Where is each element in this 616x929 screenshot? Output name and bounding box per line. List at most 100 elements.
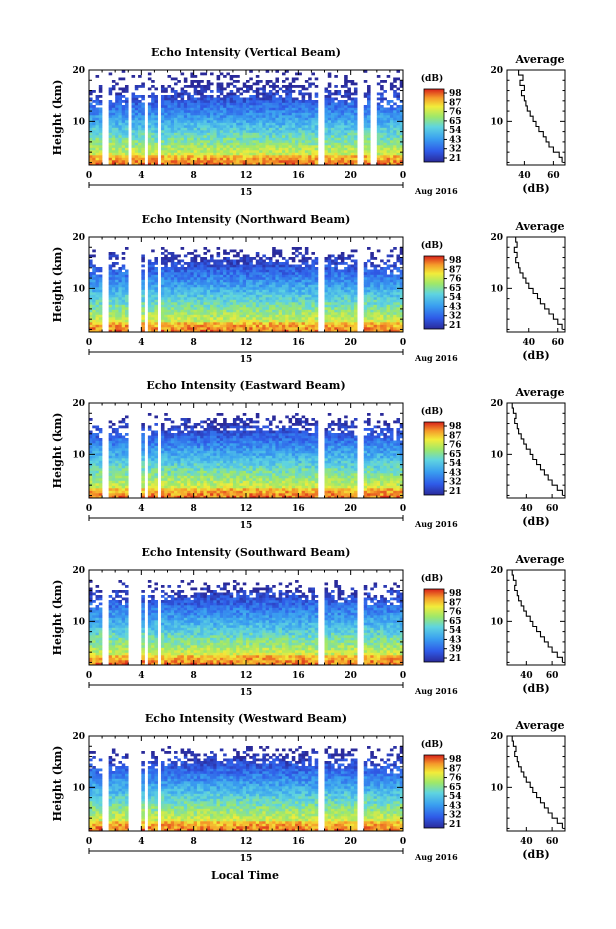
x-tick-label: 12 <box>240 504 253 514</box>
x-tick-label: 0 <box>400 671 406 681</box>
profile-x-tick-label: 40 <box>522 338 535 348</box>
colorbar-tick-label: 65 <box>449 117 462 127</box>
x-tick-label: 12 <box>240 671 253 681</box>
colorbar-tick-label: 54 <box>449 626 462 636</box>
x-tick-label: 16 <box>292 837 305 847</box>
profile-line <box>511 402 563 496</box>
colorbar-tick-label: 21 <box>449 154 462 164</box>
x-tick-label: 0 <box>86 837 92 847</box>
profile-y-tick-label: 20 <box>490 732 503 742</box>
panel-title: Echo Intensity (Northward Beam) <box>142 213 351 226</box>
profile-line <box>511 569 563 663</box>
profile-frame <box>506 402 566 499</box>
colorbar <box>423 754 445 829</box>
colorbar-tick-label: 43 <box>449 635 462 645</box>
date-label: Aug 2016 <box>414 852 458 862</box>
profile-y-tick-label: 10 <box>490 783 503 793</box>
profile-y-tick-label: 10 <box>490 117 503 127</box>
y-tick-label: 20 <box>72 566 85 576</box>
profile-y-tick-label: 10 <box>490 617 503 627</box>
average-profile: Average 20 10 40 60(dB) <box>490 386 566 528</box>
colorbar-tick-label: 43 <box>449 468 462 478</box>
x-tick-label: 4 <box>138 504 144 514</box>
colorbar-tick-label: 32 <box>449 811 462 821</box>
x-tick-label: 20 <box>344 504 357 514</box>
average-profile: Average 20 10 40 60(dB) <box>490 553 566 695</box>
x-tick-label: 0 <box>86 671 92 681</box>
profile-line <box>518 69 563 163</box>
colorbar-tick-label: 65 <box>449 783 462 793</box>
profile-line <box>511 735 563 829</box>
heatmap <box>89 70 404 166</box>
x-tick-label: 20 <box>344 171 357 181</box>
x-tick-label: 4 <box>138 837 144 847</box>
colorbar-tick-label: 98 <box>449 589 462 599</box>
x-tick-label: 12 <box>240 171 253 181</box>
x-tick-label: 8 <box>191 338 197 348</box>
colorbar <box>423 88 445 163</box>
colorbar-tick-label: 43 <box>449 135 462 145</box>
profile-frame <box>506 69 566 166</box>
heatmap <box>89 247 404 333</box>
profile-title: Average <box>514 719 564 732</box>
day-label: 15 <box>240 355 253 365</box>
profile-y-tick-label: 20 <box>490 233 503 243</box>
colorbar-label: (dB) <box>421 406 443 417</box>
average-profile: Average 20 10 40 60(dB) <box>490 53 566 195</box>
x-tick-label: 0 <box>86 338 92 348</box>
profile-x-tick-label: 60 <box>546 671 559 681</box>
profile-y-tick-label: 10 <box>490 450 503 460</box>
x-tick-label: 0 <box>86 504 92 514</box>
panel-title: Echo Intensity (Vertical Beam) <box>151 46 341 59</box>
profile-x-tick-label: 40 <box>520 671 533 681</box>
profile-x-tick-label: 60 <box>547 171 560 181</box>
colorbar-tick-label: 32 <box>449 478 462 488</box>
panel-1: Echo Intensity (Vertical Beam) 20 10 Height… <box>51 46 566 198</box>
profile-x-title: (dB) <box>522 848 549 861</box>
colorbar-tick-label: 21 <box>449 487 462 497</box>
colorbar-tick-label: 43 <box>449 302 462 312</box>
average-profile: Average 20 10 40 60(dB) <box>490 719 566 861</box>
heatmap <box>89 746 404 832</box>
colorbar-tick-label: 87 <box>449 431 462 441</box>
colorbar-tick-label: 54 <box>449 459 462 469</box>
colorbar-tick-label: 54 <box>449 293 462 303</box>
colorbar-tick-label: 32 <box>449 145 462 155</box>
profile-x-title: (dB) <box>522 515 549 528</box>
x-tick-label: 16 <box>292 671 305 681</box>
x-tick-label: 8 <box>191 171 197 181</box>
heatmap <box>89 580 404 666</box>
profile-x-title: (dB) <box>522 682 549 695</box>
x-tick-label: 0 <box>86 171 92 181</box>
day-label: 15 <box>240 854 253 864</box>
x-tick-label: 16 <box>292 504 305 514</box>
x-tick-label: 0 <box>400 338 406 348</box>
colorbar-label: (dB) <box>421 739 443 750</box>
y-axis-title: Height (km) <box>51 80 64 156</box>
x-tick-label: 20 <box>344 338 357 348</box>
profile-title: Average <box>514 220 564 233</box>
colorbar-tick-label: 76 <box>449 774 462 784</box>
colorbar-tick-label: 98 <box>449 256 462 266</box>
profile-line <box>513 236 563 330</box>
profile-title: Average <box>514 53 564 66</box>
colorbar-tick-label: 98 <box>449 89 462 99</box>
profile-x-tick-label: 40 <box>518 171 531 181</box>
profile-title: Average <box>514 386 564 399</box>
colorbar-tick-label: 87 <box>449 598 462 608</box>
x-tick-label: 0 <box>400 504 406 514</box>
average-profile: Average 20 10 40 60(dB) <box>490 220 566 362</box>
profile-y-tick-label: 20 <box>490 399 503 409</box>
y-tick-label: 20 <box>72 66 85 76</box>
y-axis-title: Height (km) <box>51 413 64 489</box>
date-label: Aug 2016 <box>414 353 458 363</box>
x-tick-label: 8 <box>191 837 197 847</box>
profile-frame <box>506 735 566 832</box>
y-axis-title: Height (km) <box>51 247 64 323</box>
colorbar-label: (dB) <box>421 240 443 251</box>
colorbar-label: (dB) <box>421 73 443 84</box>
colorbar-tick-label: 65 <box>449 617 462 627</box>
x-tick-label: 12 <box>240 837 253 847</box>
day-label: 15 <box>240 188 253 198</box>
